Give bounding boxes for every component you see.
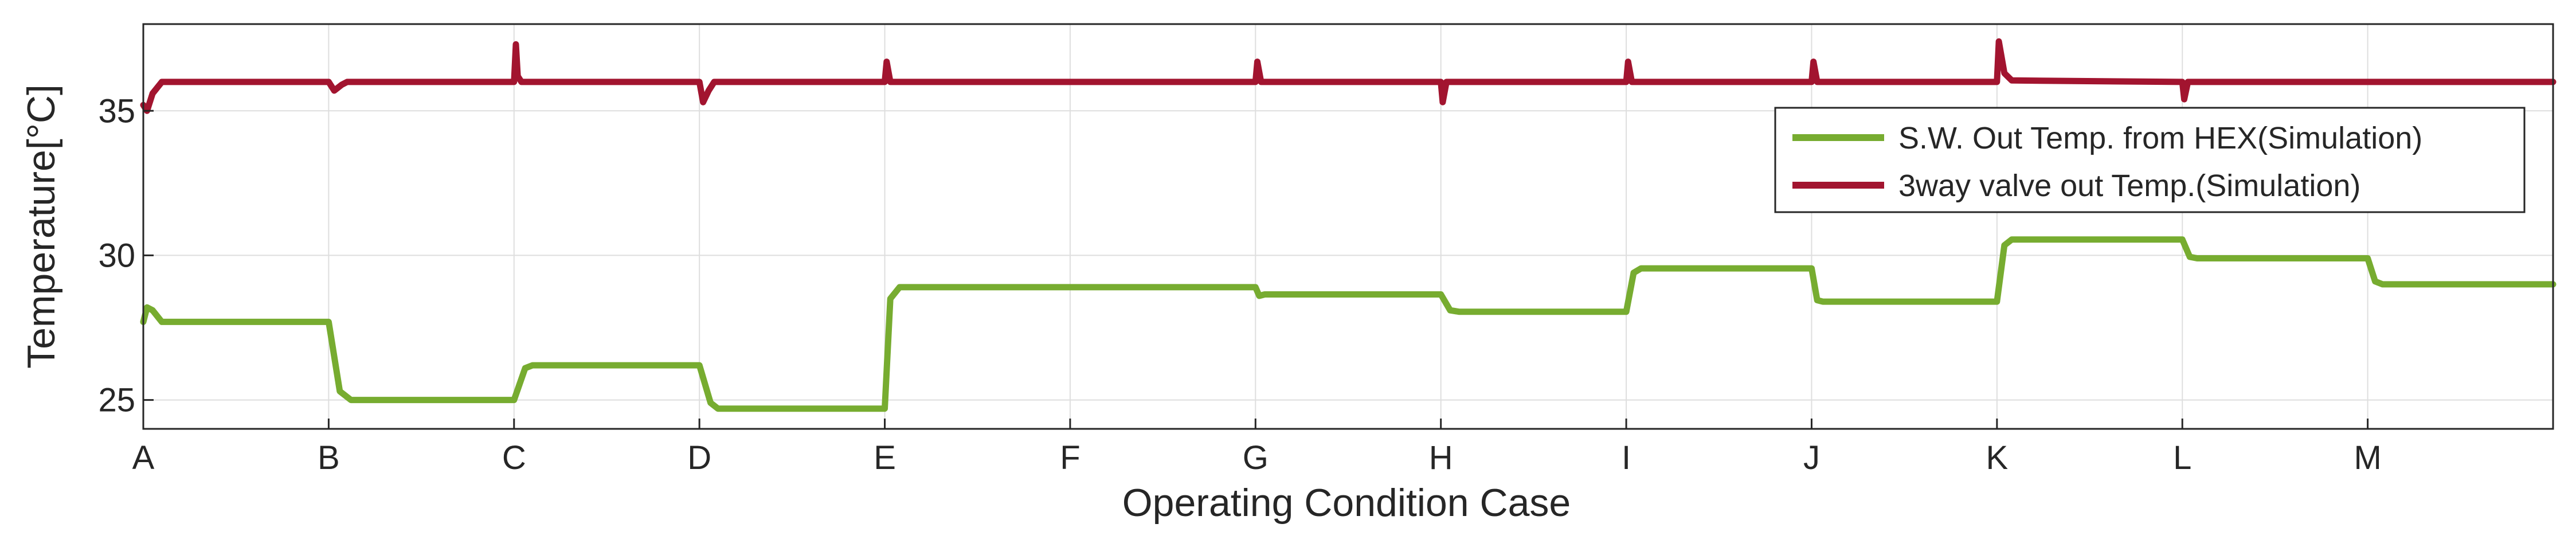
- plot-frame: [142, 23, 2554, 430]
- legend-box: [1774, 107, 2526, 213]
- legend: S.W. Out Temp. from HEX(Simulation) 3way…: [1774, 107, 2526, 213]
- x-tick-label: J: [1803, 439, 1820, 476]
- legend-label-3way-valve: 3way valve out Temp.(Simulation): [1898, 169, 2360, 203]
- series-line-sw-out-temp: [140, 236, 2557, 412]
- x-tick-label: M: [2354, 439, 2381, 476]
- series-line-3way-valve-temp: [140, 38, 2557, 114]
- y-tick-label: 35: [98, 92, 135, 130]
- x-tick-label: G: [1243, 439, 1269, 476]
- x-tick-label: A: [132, 439, 155, 476]
- x-tick-label: K: [1986, 439, 2009, 476]
- legend-label-sw-out: S.W. Out Temp. from HEX(Simulation): [1898, 121, 2422, 155]
- series-layer: [140, 38, 2557, 412]
- x-tick-label: H: [1429, 439, 1453, 476]
- x-tick-label: C: [502, 439, 526, 476]
- y-tick-label: 30: [98, 237, 135, 274]
- ticks: A B C D E F G H I J K L M 25 30 35: [98, 92, 2381, 476]
- x-tick-label: B: [318, 439, 340, 476]
- x-axis-label: Operating Condition Case: [1122, 481, 1571, 525]
- y-tick-label: 25: [98, 382, 135, 419]
- x-tick-label: D: [687, 439, 711, 476]
- x-tick-label: F: [1060, 439, 1080, 476]
- x-tick-label: I: [1622, 439, 1631, 476]
- x-tick-label: E: [874, 439, 896, 476]
- y-axis-label: Temperature[°C]: [19, 84, 63, 369]
- x-tick-label: L: [2173, 439, 2191, 476]
